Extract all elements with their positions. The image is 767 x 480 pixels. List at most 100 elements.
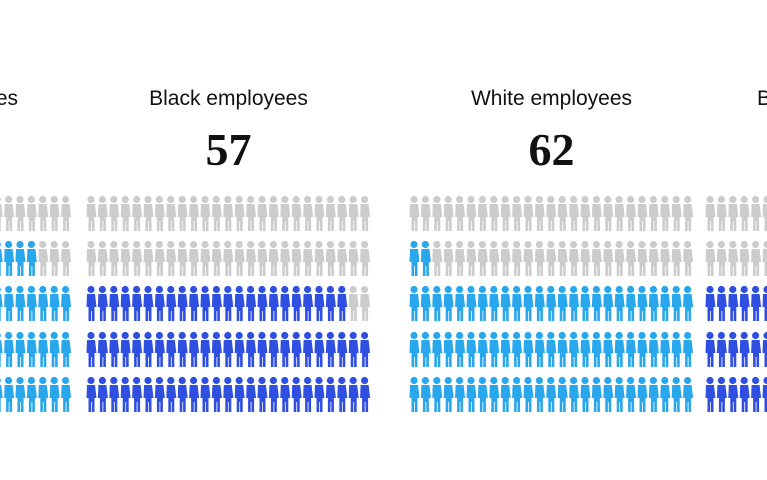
person-body bbox=[154, 249, 165, 276]
person-head bbox=[433, 376, 441, 385]
person-head bbox=[62, 331, 70, 340]
person-body bbox=[432, 385, 443, 412]
person-body bbox=[591, 340, 602, 367]
person-body bbox=[580, 340, 591, 367]
person-body bbox=[603, 340, 614, 367]
person-head bbox=[39, 195, 47, 204]
person-body bbox=[200, 385, 211, 412]
person-body bbox=[580, 294, 591, 321]
person-body bbox=[211, 294, 222, 321]
person-body bbox=[523, 340, 534, 367]
person-body bbox=[38, 340, 49, 367]
person-icon bbox=[211, 240, 222, 276]
person-head bbox=[615, 376, 623, 385]
panel-title: B bbox=[757, 87, 767, 110]
person-head bbox=[535, 240, 544, 249]
person-head bbox=[501, 376, 509, 385]
person-head bbox=[144, 331, 152, 340]
person-head bbox=[304, 240, 312, 249]
person-icon bbox=[660, 240, 671, 276]
person-body bbox=[762, 340, 767, 367]
person-icon bbox=[512, 331, 523, 367]
person-body bbox=[557, 340, 568, 367]
person-head bbox=[524, 331, 532, 340]
person-body bbox=[143, 294, 154, 321]
person-icon bbox=[0, 287, 3, 321]
person-body bbox=[325, 294, 336, 321]
person-head bbox=[752, 331, 760, 340]
person-head bbox=[50, 331, 58, 340]
person-head bbox=[706, 240, 714, 249]
person-head bbox=[87, 376, 95, 385]
person-body bbox=[314, 249, 325, 276]
person-body bbox=[61, 204, 72, 231]
person-icon bbox=[591, 195, 602, 231]
person-icon bbox=[671, 376, 682, 412]
person-head bbox=[740, 376, 748, 385]
person-head bbox=[167, 285, 175, 294]
person-body bbox=[432, 204, 443, 231]
person-body bbox=[534, 385, 545, 412]
person-head bbox=[501, 285, 509, 294]
person-body bbox=[648, 249, 659, 276]
person-head bbox=[4, 195, 13, 204]
panel-value: 57 bbox=[206, 124, 252, 175]
person-body bbox=[234, 294, 245, 321]
person-head bbox=[39, 285, 47, 294]
person-head bbox=[269, 195, 277, 204]
person-body bbox=[4, 340, 15, 367]
person-body bbox=[500, 204, 511, 231]
person-icon bbox=[500, 331, 511, 367]
person-head bbox=[338, 240, 346, 249]
panel: B bbox=[705, 87, 767, 412]
person-head bbox=[144, 376, 152, 385]
person-head bbox=[558, 195, 566, 204]
person-icon bbox=[626, 331, 637, 367]
person-head bbox=[478, 376, 486, 385]
person-icon bbox=[4, 195, 15, 231]
person-head bbox=[490, 331, 498, 340]
person-head bbox=[281, 376, 289, 385]
person-icon bbox=[0, 197, 3, 231]
person-icon bbox=[38, 331, 49, 367]
person-body bbox=[580, 385, 591, 412]
person-icon bbox=[500, 376, 511, 412]
person-head bbox=[501, 331, 509, 340]
person-head bbox=[524, 195, 532, 204]
person-head bbox=[410, 331, 418, 340]
person-head bbox=[224, 240, 232, 249]
person-head bbox=[421, 240, 429, 249]
person-icon bbox=[166, 195, 177, 231]
person-body bbox=[211, 385, 222, 412]
person-head bbox=[717, 331, 726, 340]
person-icon bbox=[303, 376, 314, 412]
person-body bbox=[728, 294, 739, 321]
person-head bbox=[292, 331, 300, 340]
person-icon bbox=[268, 285, 279, 321]
person-head bbox=[201, 331, 209, 340]
person-icon bbox=[143, 240, 154, 276]
person-head bbox=[315, 331, 323, 340]
person-icon bbox=[557, 195, 568, 231]
person-icon bbox=[132, 376, 143, 412]
person-icon bbox=[15, 195, 26, 231]
person-head bbox=[740, 195, 748, 204]
person-icon bbox=[26, 285, 37, 321]
person-icon bbox=[97, 285, 108, 321]
person-icon bbox=[314, 240, 325, 276]
person-icon bbox=[166, 331, 177, 367]
person-head bbox=[269, 240, 277, 249]
person-body bbox=[603, 385, 614, 412]
person-head bbox=[627, 376, 635, 385]
person-icon bbox=[637, 376, 648, 412]
person-body bbox=[739, 340, 750, 367]
person-head bbox=[212, 331, 220, 340]
person-icon bbox=[455, 240, 466, 276]
person-icon bbox=[26, 240, 37, 276]
person-icon bbox=[512, 240, 523, 276]
person-icon bbox=[61, 376, 72, 412]
person-head bbox=[155, 331, 163, 340]
person-icon bbox=[200, 195, 211, 231]
person-head bbox=[535, 376, 544, 385]
person-head bbox=[513, 240, 521, 249]
